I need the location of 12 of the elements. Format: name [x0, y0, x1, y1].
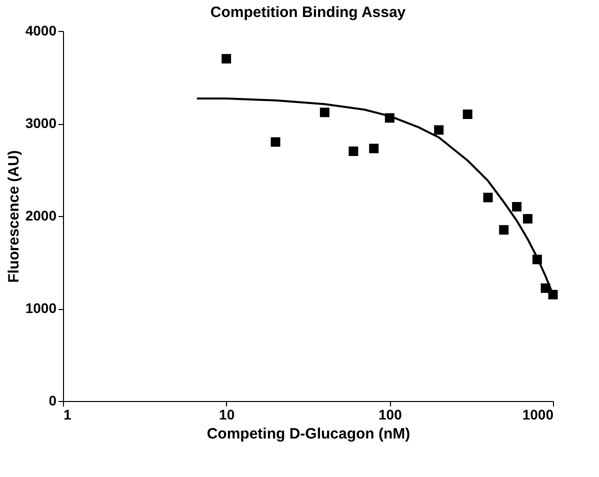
- y-axis-title: Fluorescence (AU): [5, 150, 22, 283]
- x-tick-label: 1000: [522, 406, 554, 422]
- x-tick-label: 1: [64, 406, 72, 422]
- chart-title: Competition Binding Assay: [210, 4, 406, 21]
- x-tick-label: 100: [378, 406, 402, 422]
- y-tick-label: 3000: [25, 115, 57, 131]
- y-tick-label: 1000: [25, 300, 57, 316]
- y-tick-label: 2000: [25, 208, 57, 224]
- y-tick-label: 0: [48, 392, 57, 408]
- y-tick-label: 4000: [25, 22, 57, 38]
- x-axis-title: Competing D-Glucagon (nM): [206, 426, 410, 442]
- x-tick-label: 10: [219, 406, 235, 422]
